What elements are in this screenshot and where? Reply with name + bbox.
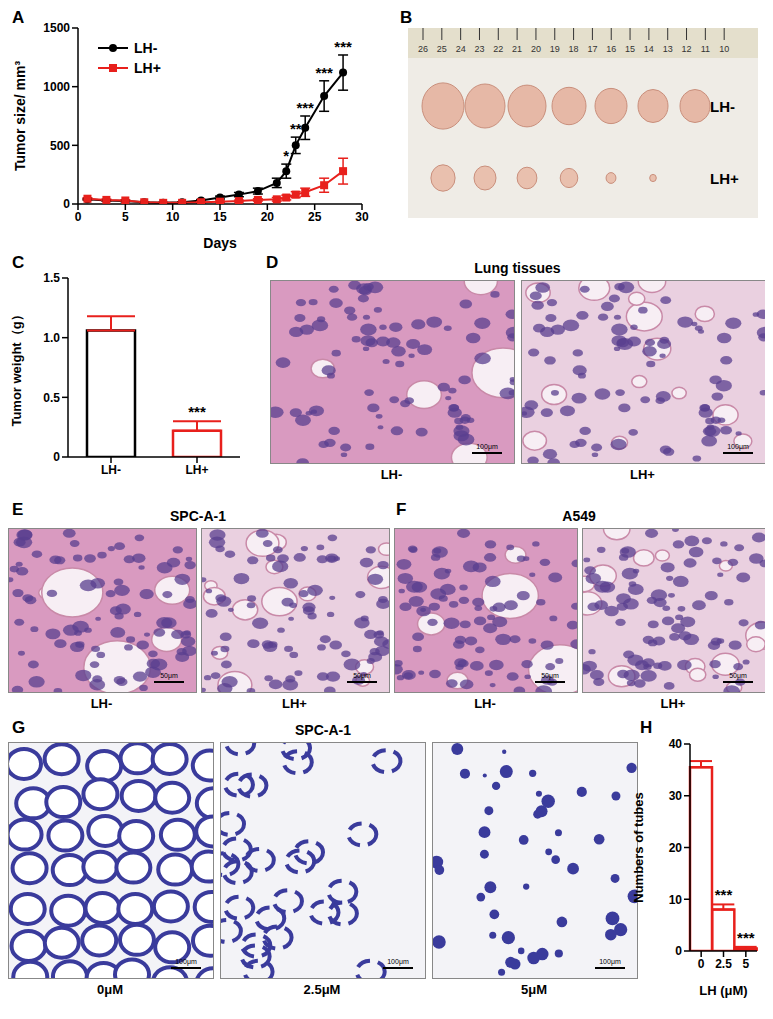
svg-text:24: 24	[456, 44, 466, 54]
svg-text:LH-: LH-	[710, 98, 735, 115]
svg-text:1500: 1500	[43, 21, 70, 35]
svg-text:***: ***	[315, 64, 333, 81]
svg-text:50μm: 50μm	[160, 672, 178, 680]
html-text:A549: A549	[562, 508, 596, 524]
svg-text:25: 25	[437, 44, 447, 54]
svg-text:50μm: 50μm	[541, 672, 559, 680]
svg-text:***: ***	[737, 929, 755, 946]
svg-text:15: 15	[213, 210, 227, 224]
html-text:SPC-A-1: SPC-A-1	[170, 508, 226, 524]
svg-text:12: 12	[682, 44, 692, 54]
html-text:F: F	[396, 500, 407, 519]
html-text:LH+: LH+	[630, 467, 655, 482]
html-text:LH+: LH+	[660, 696, 686, 711]
svg-text:Tumor size/ mm³: Tumor size/ mm³	[12, 61, 28, 172]
svg-text:Numbers of tubes: Numbers of tubes	[631, 792, 646, 903]
svg-text:LH+: LH+	[710, 170, 739, 187]
svg-text:2.5: 2.5	[715, 957, 732, 971]
svg-text:20: 20	[261, 210, 275, 224]
svg-text:0: 0	[675, 944, 682, 958]
svg-text:0: 0	[75, 210, 82, 224]
html-text:0μM: 0μM	[97, 982, 123, 997]
svg-text:LH (μM): LH (μM)	[699, 983, 747, 998]
svg-text:50μm: 50μm	[353, 672, 371, 680]
html-text:H: H	[640, 718, 653, 737]
svg-text:21: 21	[512, 44, 522, 54]
html-text:LH-: LH-	[134, 40, 158, 56]
html-text:Lung tissues: Lung tissues	[474, 260, 561, 276]
svg-text:5: 5	[742, 957, 749, 971]
svg-text:20: 20	[669, 841, 683, 855]
svg-text:0: 0	[53, 450, 60, 464]
svg-text:***: ***	[296, 99, 314, 116]
svg-text:100μm: 100μm	[387, 958, 409, 966]
html-text:LH-: LH-	[474, 696, 496, 711]
svg-text:0: 0	[698, 957, 705, 971]
html-text:E: E	[12, 500, 24, 519]
svg-text:13: 13	[663, 44, 673, 54]
svg-text:0.5: 0.5	[43, 391, 60, 405]
svg-text:10: 10	[669, 893, 683, 907]
svg-text:100μm: 100μm	[599, 958, 621, 966]
svg-text:18: 18	[569, 44, 579, 54]
svg-text:16: 16	[606, 44, 616, 54]
svg-text:1.0: 1.0	[43, 331, 60, 345]
svg-text:14: 14	[644, 44, 654, 54]
svg-text:***: ***	[188, 403, 206, 420]
html-text:G: G	[12, 718, 26, 737]
html-text:C: C	[12, 253, 25, 272]
svg-text:Tumor weight（g）: Tumor weight（g）	[9, 308, 24, 426]
svg-text:11: 11	[701, 44, 710, 54]
svg-text:**: **	[290, 120, 302, 137]
svg-text:***: ***	[334, 38, 352, 55]
svg-text:40: 40	[669, 737, 683, 751]
svg-text:19: 19	[550, 44, 560, 54]
svg-text:1.5: 1.5	[43, 271, 60, 285]
svg-text:26: 26	[418, 44, 428, 54]
svg-text:30: 30	[669, 789, 683, 803]
html-text:A: A	[12, 8, 25, 27]
svg-text:50μm: 50μm	[729, 672, 747, 680]
html-text:5μM: 5μM	[521, 982, 547, 997]
svg-text:1000: 1000	[43, 80, 70, 94]
svg-text:***: ***	[715, 886, 733, 903]
html-text:B: B	[400, 8, 413, 27]
svg-text:0: 0	[63, 197, 70, 211]
svg-text:30: 30	[355, 210, 369, 224]
svg-text:25: 25	[308, 210, 322, 224]
svg-text:17: 17	[587, 44, 597, 54]
html-text:LH+: LH+	[134, 60, 161, 76]
svg-text:500: 500	[50, 139, 70, 153]
svg-text:10: 10	[166, 210, 180, 224]
svg-text:LH-: LH-	[101, 463, 121, 477]
html-text:LH-: LH-	[380, 467, 403, 482]
svg-text:100μm: 100μm	[727, 443, 749, 451]
html-text:SPC-A-1: SPC-A-1	[295, 722, 351, 738]
svg-text:23: 23	[474, 44, 484, 54]
svg-text:5: 5	[122, 210, 129, 224]
html-text:D: D	[266, 253, 279, 272]
svg-text:100μm: 100μm	[175, 958, 197, 966]
svg-text:22: 22	[493, 44, 503, 54]
svg-text:15: 15	[625, 44, 635, 54]
html-text:2.5μM: 2.5μM	[303, 982, 341, 997]
svg-text:10: 10	[719, 44, 729, 54]
svg-text:LH+: LH+	[185, 463, 208, 477]
svg-text:100μm: 100μm	[476, 443, 498, 451]
html-text:LH-: LH-	[90, 696, 113, 711]
svg-text:Days: Days	[203, 235, 237, 251]
svg-text:*: *	[283, 147, 289, 164]
html-text:LH+: LH+	[282, 696, 307, 711]
svg-text:20: 20	[531, 44, 541, 54]
